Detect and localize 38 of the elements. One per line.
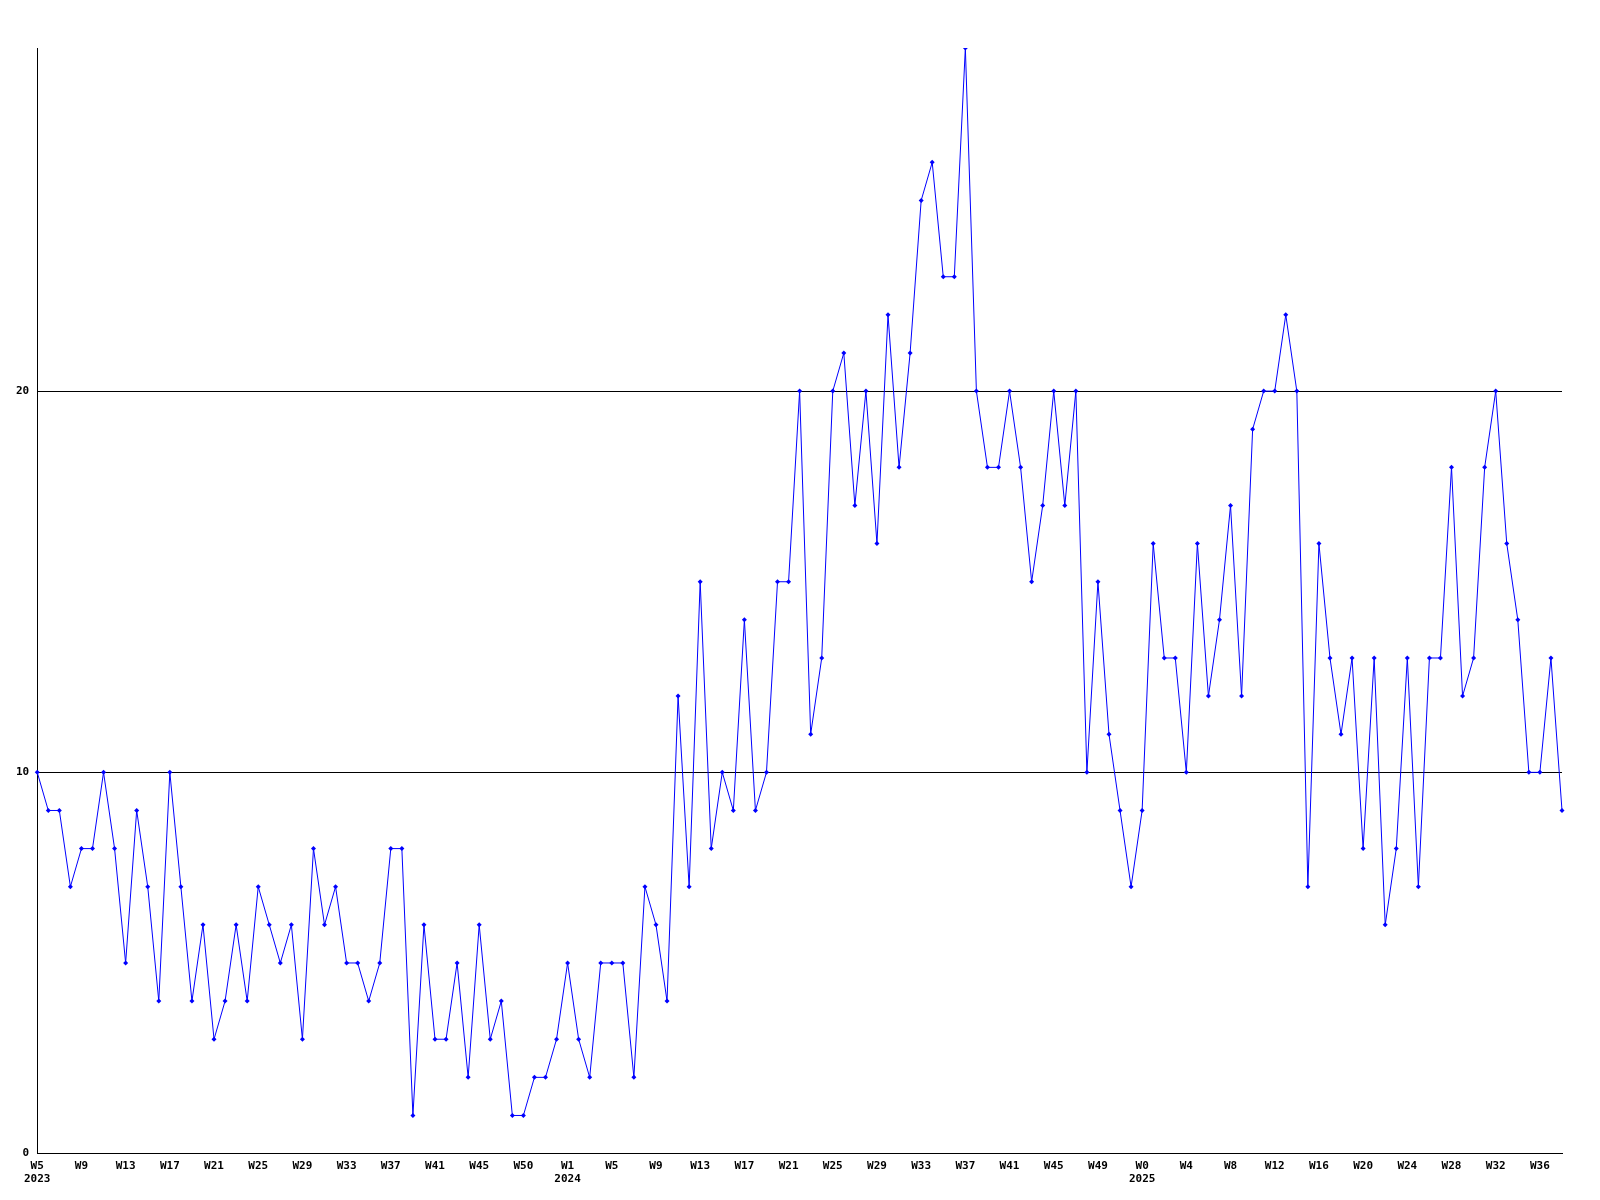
x-tick-label: W5 2023 [24,1159,51,1186]
x-tick-label: W17 [159,1159,180,1173]
x-tick-label: W33 [336,1159,357,1173]
x-tick-label: W20 [1353,1159,1374,1173]
x-tick-label: W5 [605,1159,619,1173]
x-tick-label: W29 [292,1159,313,1173]
x-tick-label: W21 [778,1159,799,1173]
x-tick-label: W36 [1529,1159,1551,1173]
x-tick-label: W37 [955,1159,976,1173]
x-tick-label: W41 [425,1159,446,1173]
y-tick-label: 20 [16,383,30,397]
x-tick-label: W17 [734,1159,755,1173]
x-tick-label: W32 [1485,1159,1506,1173]
x-tick-label: W4 [1179,1159,1194,1173]
x-tick-label: W13 [690,1159,711,1173]
x-tick-label: W24 [1397,1159,1418,1173]
x-tick-label: W0 2025 [1128,1159,1156,1186]
x-tick-label: W8 [1223,1159,1238,1173]
x-tick-label: W12 [1264,1159,1285,1173]
x-tick-label: W13 [115,1159,136,1173]
x-tick-label: W25 [822,1159,843,1173]
x-tick-label: W49 [1088,1159,1108,1173]
x-tick-label: W28 [1441,1159,1462,1173]
y-tick-label: 0 [22,1146,30,1160]
x-tick-label: W45 [469,1159,490,1173]
x-tick-label: W41 [999,1159,1020,1173]
x-tick-label: W9 [649,1159,663,1173]
x-tick-label: W16 [1308,1159,1330,1173]
x-tick-label: W9 [74,1159,89,1173]
y-tick-label: 10 [16,765,30,779]
x-tick-label: W50 [513,1159,534,1173]
x-tick-label: W45 [1043,1159,1064,1173]
x-tick-label: W37 [380,1159,401,1173]
x-tick-label: W21 [204,1159,225,1173]
x-tick-label: W29 [867,1159,887,1173]
x-tick-label: W25 [248,1159,269,1173]
x-tick-label: W1 2024 [554,1159,582,1186]
x-tick-label: W33 [911,1159,932,1173]
